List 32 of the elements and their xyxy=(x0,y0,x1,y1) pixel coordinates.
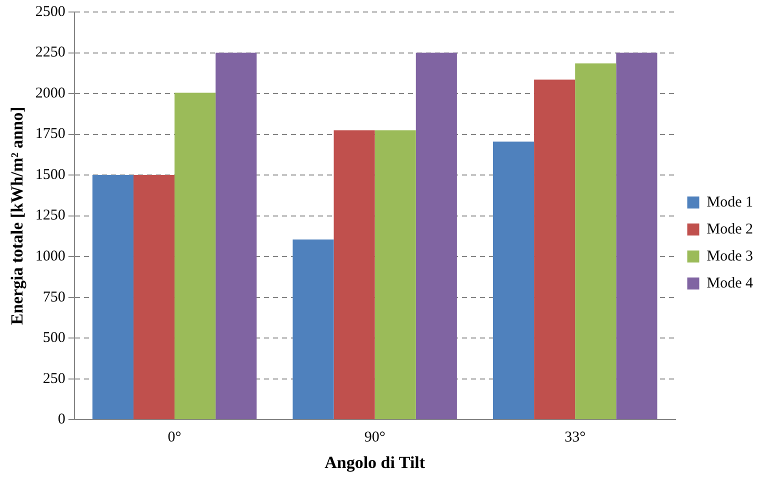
y-tick-label: 250 xyxy=(42,370,66,387)
bar xyxy=(492,142,534,420)
bar xyxy=(216,52,257,420)
bar xyxy=(416,52,457,420)
y-tick-label: 1250 xyxy=(35,208,66,224)
bar xyxy=(174,92,216,420)
bar xyxy=(374,130,416,420)
x-tick-label: 90° xyxy=(364,430,386,446)
legend-label: Mode 4 xyxy=(706,275,754,292)
bar xyxy=(292,239,334,420)
x-tick-label: 0° xyxy=(168,430,182,446)
x-axis-title: Angolo di Tilt xyxy=(324,453,426,472)
legend-label: Mode 3 xyxy=(706,248,754,264)
y-tick-label: 1750 xyxy=(35,126,66,142)
legend-label: Mode 2 xyxy=(706,221,754,238)
y-tick-label: 0 xyxy=(58,412,66,428)
bar xyxy=(534,80,576,420)
y-tick-label: 2000 xyxy=(35,85,66,102)
y-tick-label: 2500 xyxy=(35,4,66,20)
y-tick-label: 500 xyxy=(42,330,66,346)
y-tick-label: 750 xyxy=(42,289,66,306)
bar xyxy=(133,175,175,420)
bar xyxy=(334,130,375,420)
bar xyxy=(575,63,616,420)
y-tick-label: 2250 xyxy=(35,44,66,61)
legend-label: Mode 1 xyxy=(706,194,754,210)
bar xyxy=(616,52,658,420)
y-tick-label: 1500 xyxy=(35,166,66,183)
y-axis-title: Energia totale [kWh/m² anno] xyxy=(8,106,27,325)
x-tick-label: 33° xyxy=(564,430,586,446)
y-tick-label: 1000 xyxy=(35,248,66,264)
bar xyxy=(92,175,134,420)
